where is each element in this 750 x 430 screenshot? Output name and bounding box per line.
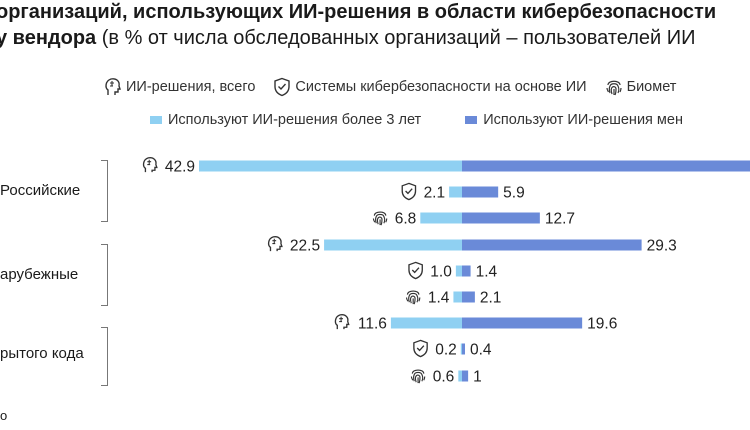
legend-label-series-2: Используют ИИ-решения мен bbox=[483, 112, 683, 128]
ai-head-icon bbox=[142, 157, 158, 173]
bar-right bbox=[462, 239, 642, 251]
legend-item-fingerprint: Биомет bbox=[605, 77, 677, 97]
value-label-right: 29.3 bbox=[647, 238, 677, 255]
bar-left bbox=[453, 291, 462, 303]
ai-head-icon bbox=[267, 236, 283, 252]
value-label-left: 22.5 bbox=[290, 238, 320, 255]
title-line-1: организаций, использующих ИИ-решения в о… bbox=[0, 1, 717, 23]
value-label-left: 11.6 bbox=[358, 316, 387, 333]
legend-label-series-1: Используют ИИ-решения более 3 лет bbox=[168, 112, 422, 128]
shield-icon bbox=[401, 182, 417, 201]
title-line-2-rest: (в % от числа обследованных организаций … bbox=[96, 27, 696, 49]
bar-right bbox=[462, 343, 465, 355]
value-label-left: 6.8 bbox=[395, 211, 417, 228]
value-label-left: 0.6 bbox=[433, 369, 455, 386]
legend-item-ai: ИИ-решения, всего bbox=[104, 77, 255, 97]
value-label-right: 19.6 bbox=[587, 316, 617, 333]
bar-left bbox=[449, 186, 462, 198]
fingerprint-icon bbox=[405, 290, 421, 305]
legend-item-shield: Системы кибербезопасности на основе ИИ bbox=[273, 77, 587, 97]
legend-swatch-series-2 bbox=[465, 116, 478, 124]
bar-right bbox=[462, 370, 469, 382]
value-label-right: 5.9 bbox=[503, 185, 525, 202]
bar-right bbox=[462, 317, 583, 329]
legend-label-ai: ИИ-решения, всего bbox=[126, 79, 256, 95]
value-label-left: 1.4 bbox=[428, 290, 450, 307]
bar-right bbox=[462, 186, 499, 198]
group-bracket-0 bbox=[101, 160, 108, 222]
bar-left bbox=[390, 317, 462, 329]
shield-icon bbox=[274, 77, 291, 97]
fingerprint-icon bbox=[372, 211, 388, 226]
bar-left bbox=[455, 265, 462, 277]
legend-item-series-2: Используют ИИ-решения мен bbox=[465, 112, 683, 128]
group-bracket-2 bbox=[101, 327, 108, 386]
bar-right bbox=[462, 265, 471, 277]
title-line-2: у вендора (в % от числа обследованных ор… bbox=[0, 25, 716, 51]
fingerprint-icon bbox=[605, 80, 622, 96]
bar-right bbox=[462, 160, 750, 172]
bar-left bbox=[199, 160, 462, 172]
value-label-right: 2.1 bbox=[480, 290, 502, 307]
chart-title: организаций, использующих ИИ-решения в о… bbox=[0, 0, 716, 51]
legend-item-series-1: Используют ИИ-решения более 3 лет bbox=[150, 112, 421, 128]
ai-head-icon bbox=[105, 78, 121, 95]
group-label-1: арубежные bbox=[0, 266, 79, 283]
bar-left bbox=[458, 370, 462, 382]
group-label-0: Российские bbox=[0, 182, 81, 199]
bar-right bbox=[462, 212, 540, 224]
bar-right bbox=[462, 291, 475, 303]
value-label-right: 1.4 bbox=[476, 264, 498, 281]
shield-icon bbox=[408, 261, 423, 280]
legend-swatch-series-1 bbox=[150, 116, 162, 124]
title-line-2-bold: у вендора bbox=[0, 27, 97, 49]
ai-head-icon bbox=[334, 314, 350, 330]
group-label-2: рытого кода bbox=[0, 345, 84, 362]
legend-types: ИИ-решения, всего Системы кибербезопасно… bbox=[104, 77, 694, 97]
bar-left bbox=[460, 343, 462, 355]
shield-icon bbox=[413, 339, 428, 358]
value-label-left: 1.0 bbox=[430, 264, 452, 281]
bar-left bbox=[420, 212, 462, 224]
group-bracket-1 bbox=[101, 244, 108, 306]
bar-left bbox=[324, 239, 462, 251]
fingerprint-icon bbox=[410, 369, 426, 384]
value-label-left: 42.9 bbox=[165, 159, 195, 176]
legend-series: Используют ИИ-решения более 3 лет Исполь… bbox=[150, 112, 701, 128]
value-label-left: 2.1 bbox=[424, 185, 446, 202]
legend-label-shield: Системы кибербезопасности на основе ИИ bbox=[295, 79, 587, 95]
value-label-right: 1 bbox=[473, 369, 482, 386]
value-label-left: 0.2 bbox=[435, 342, 457, 359]
legend-label-fingerprint: Биомет bbox=[626, 79, 677, 95]
value-label-right: 0.4 bbox=[470, 342, 492, 359]
footnote: о bbox=[0, 408, 8, 423]
value-label-right: 12.7 bbox=[545, 211, 575, 228]
